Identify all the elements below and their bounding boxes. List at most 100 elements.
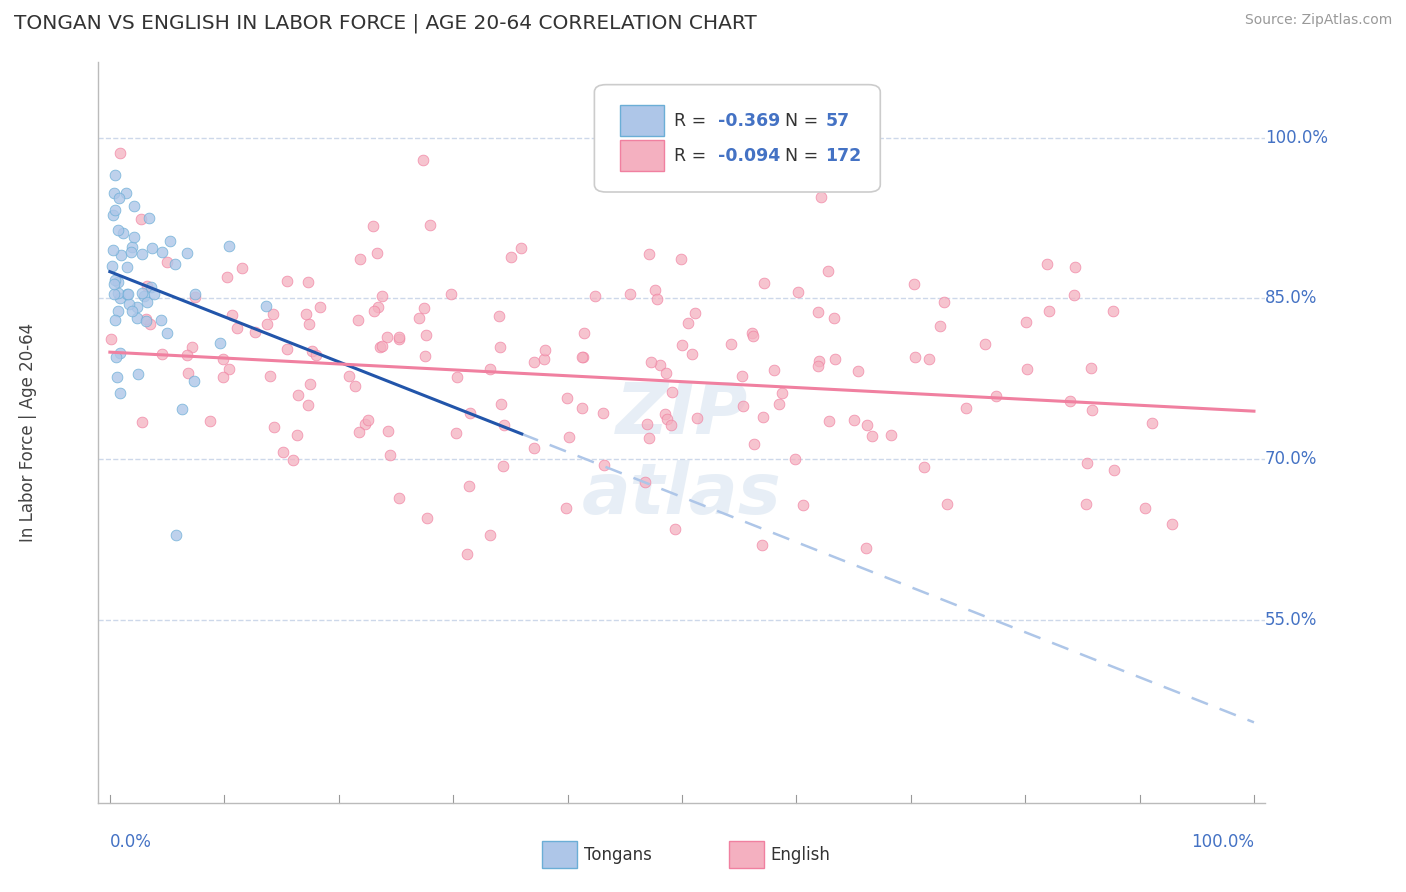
Point [1059, 394, 1081, 409]
Point [176, 246, 198, 260]
Point [104, 351, 127, 365]
Point [101, 259, 124, 273]
Point [929, 319, 952, 334]
Point [138, 318, 160, 332]
Point [1102, 304, 1125, 318]
Point [785, 452, 807, 467]
Point [762, 363, 785, 377]
Point [984, 389, 1007, 403]
Point [681, 347, 703, 361]
Point [120, 244, 142, 259]
Point [117, 287, 139, 301]
Point [104, 168, 127, 182]
Point [770, 386, 793, 401]
Point [458, 406, 481, 420]
Point [305, 348, 328, 362]
Point [955, 401, 977, 415]
Point [932, 294, 955, 309]
Point [368, 340, 391, 354]
Point [412, 153, 434, 167]
Point [127, 310, 149, 325]
Point [592, 406, 614, 420]
Point [276, 274, 298, 288]
Point [254, 299, 277, 313]
Point [309, 301, 332, 315]
Point [271, 445, 294, 459]
Point [131, 285, 153, 300]
Point [107, 275, 129, 289]
Point [103, 186, 125, 200]
Point [184, 290, 207, 304]
Point [664, 522, 686, 536]
Point [165, 527, 187, 541]
Point [212, 369, 235, 384]
Point [842, 413, 865, 427]
Point [1140, 417, 1163, 431]
Point [367, 301, 389, 315]
Point [298, 376, 321, 391]
Point [413, 301, 436, 316]
Point [104, 313, 127, 327]
Point [218, 361, 240, 376]
Point [118, 297, 141, 311]
Point [127, 367, 149, 381]
Point [879, 428, 901, 442]
Point [593, 458, 616, 472]
FancyBboxPatch shape [620, 105, 665, 136]
Point [378, 448, 401, 462]
Point [489, 397, 512, 411]
Point [122, 199, 145, 213]
Point [172, 402, 194, 417]
Point [183, 375, 205, 389]
Point [163, 257, 186, 271]
Point [263, 420, 285, 434]
FancyBboxPatch shape [728, 841, 763, 868]
Point [918, 352, 941, 367]
Point [571, 401, 593, 416]
Text: N =: N = [785, 112, 824, 130]
Point [131, 416, 153, 430]
Point [492, 418, 515, 433]
Text: 172: 172 [825, 146, 862, 165]
Point [647, 293, 669, 307]
Text: 55.0%: 55.0% [1265, 611, 1317, 630]
Point [115, 286, 138, 301]
Point [554, 501, 576, 516]
Point [200, 414, 222, 428]
Point [416, 511, 439, 525]
Point [935, 498, 957, 512]
Point [558, 430, 581, 444]
Point [509, 241, 531, 255]
Point [208, 336, 231, 351]
Point [129, 212, 152, 227]
Point [276, 343, 298, 357]
Text: In Labor Force | Age 20-64: In Labor Force | Age 20-64 [20, 323, 38, 542]
Text: English: English [770, 846, 831, 863]
Point [823, 311, 845, 326]
Point [634, 475, 657, 490]
Text: R =: R = [673, 112, 711, 130]
FancyBboxPatch shape [541, 841, 576, 868]
Point [810, 190, 832, 204]
Point [720, 336, 742, 351]
Point [533, 343, 555, 357]
Point [671, 338, 693, 352]
Point [125, 301, 148, 315]
Point [357, 413, 380, 427]
Point [297, 275, 319, 289]
Point [349, 425, 371, 439]
Point [817, 263, 839, 277]
Point [104, 202, 127, 217]
Point [523, 441, 546, 455]
Point [110, 247, 132, 261]
Point [619, 287, 641, 301]
Point [226, 320, 249, 334]
Point [105, 370, 128, 384]
Point [121, 304, 143, 318]
Point [218, 239, 240, 253]
Point [103, 287, 125, 301]
Point [363, 303, 385, 318]
Text: N =: N = [785, 146, 824, 165]
Point [134, 289, 156, 303]
Point [107, 223, 129, 237]
